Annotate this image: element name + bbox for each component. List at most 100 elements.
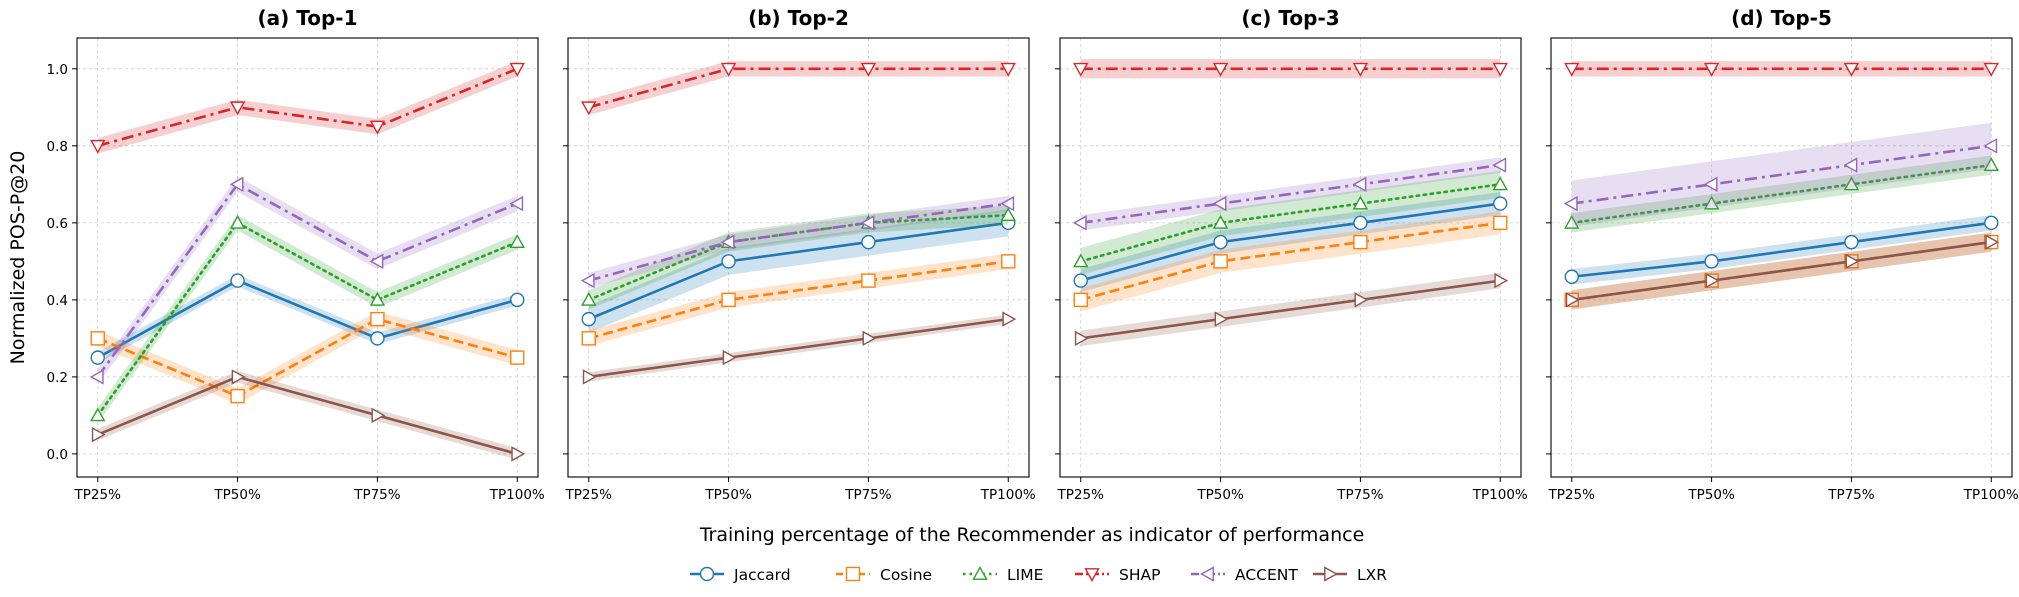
line-cosine — [1080, 221, 1501, 302]
band-accent — [588, 195, 1009, 289]
x-tick-label: TP25% — [1548, 487, 1596, 503]
legend-label-lxr: LXR — [1357, 566, 1387, 584]
series-accent — [1563, 122, 1998, 227]
point-accent — [1072, 215, 1087, 231]
legend-item-accent: ACCENT — [1191, 566, 1298, 584]
point-shap — [229, 101, 246, 116]
point-cosine — [370, 311, 385, 327]
panel-2: (b) Top-2 TP25% TP50% TP75% TP100% — [563, 6, 1036, 503]
panel-4: (d) Top-5 TP25% TP50% TP75% TP100% — [1546, 6, 2019, 503]
point-accent — [1843, 157, 1858, 173]
point-lxr — [511, 446, 526, 462]
legend-item-shap: SHAP — [1075, 566, 1160, 584]
point-lime — [581, 291, 597, 306]
series-accent — [580, 195, 1015, 289]
point-lxr — [1845, 253, 1860, 270]
point-lxr — [1074, 330, 1089, 347]
y-tick-label: 1.0 — [47, 62, 68, 78]
band-lime — [97, 215, 518, 424]
legend-label-jaccard: Jaccard — [733, 566, 791, 584]
series-cosine — [1073, 211, 1508, 312]
x-tick-label: TP75% — [844, 487, 892, 503]
point-accent — [580, 272, 595, 289]
legend-marker-lxr — [1324, 566, 1338, 582]
x-tick-label: TP75% — [1336, 487, 1384, 503]
line-accent — [96, 182, 518, 378]
point-jaccard — [1213, 234, 1228, 250]
legend-marker-jaccard — [699, 566, 715, 582]
y-tick-label: 0.6 — [47, 216, 68, 232]
point-jaccard — [1564, 269, 1579, 284]
point-shap — [1212, 62, 1229, 77]
line-accent — [1571, 144, 1992, 205]
point-jaccard — [1353, 215, 1368, 231]
x-tick-label: TP50% — [1196, 487, 1244, 503]
point-lime — [1564, 214, 1580, 229]
series-shap — [90, 61, 525, 154]
point-cosine — [861, 273, 876, 288]
point-jaccard — [721, 254, 736, 269]
band-lxr — [97, 371, 518, 460]
panel-frame — [76, 37, 539, 478]
point-shap — [581, 101, 597, 116]
point-cosine — [1493, 215, 1508, 231]
y-tick-label: 0.0 — [47, 447, 68, 463]
point-shap — [860, 62, 877, 77]
x-tick-label: TP25% — [565, 487, 613, 503]
point-accent — [1352, 176, 1367, 193]
legend-label-cosine: Cosine — [880, 566, 932, 584]
x-tick-label: TP25% — [1057, 487, 1105, 503]
band-shap — [97, 61, 518, 154]
legend-item-lxr: LXR — [1313, 566, 1387, 584]
series-shap — [1073, 59, 1508, 79]
legend: Jaccard Cosine LIME SHAP ACCENT LXR — [690, 566, 1387, 584]
point-shap — [1703, 62, 1720, 77]
point-shap — [509, 62, 525, 77]
point-lxr — [371, 407, 386, 424]
point-cosine — [721, 292, 736, 308]
line-lxr — [1080, 279, 1501, 340]
point-shap — [1073, 62, 1089, 77]
legend-item-jaccard: Jaccard — [690, 566, 791, 584]
line-lime — [1570, 163, 1993, 225]
series-lxr — [1565, 232, 2000, 310]
band-jaccard — [97, 274, 518, 364]
line-cosine — [588, 260, 1009, 340]
band-lime — [1080, 170, 1501, 275]
point-accent — [1492, 157, 1507, 173]
series-accent — [1072, 157, 1507, 231]
legend-label-lime: LIME — [1007, 566, 1043, 584]
point-lxr — [862, 330, 877, 347]
series-shap — [581, 61, 1016, 116]
x-tick-label: TP100% — [489, 487, 545, 503]
series-jaccard — [1073, 192, 1508, 293]
series-lime — [1073, 170, 1508, 275]
line-lxr — [97, 375, 518, 456]
point-lime — [229, 214, 246, 229]
point-accent — [1703, 176, 1718, 193]
point-lxr — [1705, 272, 1720, 289]
point-shap — [1352, 62, 1369, 77]
point-jaccard — [1704, 254, 1719, 269]
band-accent — [97, 176, 518, 385]
point-cosine — [510, 350, 525, 365]
point-lime — [1492, 176, 1508, 191]
point-jaccard — [861, 234, 876, 250]
x-tick-label: TP75% — [1827, 487, 1875, 503]
panel-title: (b) Top-2 — [748, 6, 849, 30]
x-tick-label: TP25% — [74, 487, 122, 503]
band-lime — [588, 205, 1009, 310]
point-accent — [1563, 195, 1578, 212]
point-cosine — [1213, 254, 1228, 269]
panel-title: (c) Top-3 — [1241, 6, 1339, 30]
panel-title: (d) Top-5 — [1731, 6, 1832, 30]
point-cosine — [1001, 254, 1016, 269]
x-tick-label: TP100% — [980, 487, 1036, 503]
series-accent — [89, 176, 524, 385]
point-shap — [720, 62, 737, 77]
series-cosine — [581, 253, 1016, 347]
x-tick-label: TP50% — [213, 487, 261, 503]
point-lxr — [1214, 311, 1229, 327]
